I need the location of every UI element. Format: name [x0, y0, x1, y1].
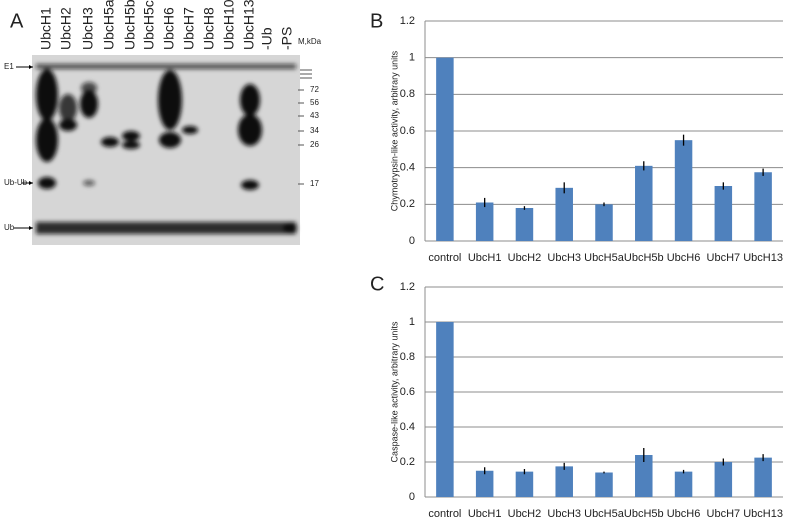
- x-tick-label: UbcH2: [508, 508, 542, 517]
- bar: [754, 172, 772, 241]
- bar: [674, 471, 693, 497]
- y-tick-label: 1.2: [400, 281, 415, 293]
- x-tick-label: UbcH6: [667, 252, 701, 264]
- panel-label: A: [10, 10, 24, 32]
- bar: [714, 462, 733, 497]
- bar: [475, 202, 494, 241]
- marker-label: 72: [310, 85, 319, 94]
- lane-label: UbcH5c: [141, 0, 157, 50]
- y-tick-label: 0.4: [400, 162, 415, 174]
- lane-label: UbcH2: [58, 7, 74, 50]
- bar: [714, 186, 733, 241]
- y-tick-label: 0.8: [400, 351, 415, 363]
- bar: [595, 472, 613, 497]
- lane-label: UbcH6: [161, 7, 177, 50]
- marker-label: 34: [310, 126, 319, 135]
- x-tick-label: UbcH5b: [624, 252, 664, 264]
- bar: [515, 208, 534, 241]
- y-tick-label: 1.2: [400, 15, 415, 27]
- marker-label: 17: [310, 179, 319, 188]
- lane-label: -Ub: [259, 27, 275, 50]
- x-tick-label: control: [428, 252, 461, 264]
- x-tick-label: UbcH2: [508, 252, 542, 264]
- bar: [515, 471, 534, 497]
- bar: [555, 466, 573, 497]
- x-tick-label: UbcH5a: [584, 508, 625, 517]
- marker-label: 56: [310, 98, 319, 107]
- x-tick-label: UbcH6: [667, 508, 701, 517]
- marker-label: 26: [310, 140, 319, 149]
- band-label: E1: [4, 62, 14, 71]
- x-tick-label: UbcH7: [707, 508, 741, 517]
- lane-label: UbcH1: [38, 7, 54, 50]
- bar: [475, 470, 494, 497]
- blot-image: [14, 55, 312, 245]
- x-tick-label: UbcH1: [468, 508, 502, 517]
- y-tick-label: 0.2: [400, 198, 415, 210]
- bar: [436, 322, 454, 497]
- y-tick-label: 0.6: [400, 386, 415, 398]
- bar: [674, 140, 693, 241]
- x-tick-label: UbcH3: [547, 252, 581, 264]
- x-tick-label: UbcH7: [707, 252, 741, 264]
- lane-label: UbcH8: [201, 7, 217, 50]
- marker-label: 43: [310, 111, 319, 120]
- lane-label: UbcH7: [181, 7, 197, 50]
- y-tick-label: 1: [409, 52, 415, 64]
- y-axis-label: Chymotrypsin-like activity, arbitrary un…: [389, 50, 399, 211]
- lane-label: UbcH5a: [101, 0, 117, 50]
- x-tick-label: UbcH5a: [584, 252, 625, 264]
- bar: [436, 57, 454, 241]
- x-tick-label: control: [428, 508, 461, 517]
- bar: [555, 187, 573, 241]
- y-tick-label: 0.8: [400, 88, 415, 100]
- lane-label: UbcH3: [80, 7, 96, 50]
- bar: [754, 457, 772, 497]
- x-tick-label: UbcH13: [743, 508, 783, 517]
- y-tick-label: 0.4: [400, 421, 415, 433]
- y-tick-label: 0: [409, 235, 415, 247]
- y-axis-label: Caspase-like activity, arbitrary units: [389, 321, 399, 462]
- band-label: Ub: [4, 223, 15, 232]
- marker-unit: M,kDa: [298, 37, 322, 46]
- bar: [595, 204, 613, 241]
- x-tick-label: UbcH5b: [624, 508, 664, 517]
- y-tick-label: 0.6: [400, 125, 415, 137]
- panel-label: B: [370, 10, 383, 32]
- bar: [635, 455, 653, 497]
- y-tick-label: 0.2: [400, 456, 415, 468]
- x-tick-label: UbcH13: [743, 252, 783, 264]
- lane-label: -PS: [279, 27, 295, 50]
- x-tick-label: UbcH3: [547, 508, 581, 517]
- panel-label: C: [370, 273, 384, 295]
- lane-label: UbcH10: [221, 0, 237, 50]
- y-tick-label: 1: [409, 316, 415, 328]
- band-label: Ub-Ub: [4, 178, 28, 187]
- lane-label: UbcH13: [241, 0, 257, 50]
- bar: [635, 165, 653, 241]
- y-tick-label: 0: [409, 491, 415, 503]
- lane-label: UbcH5b: [122, 0, 138, 50]
- x-tick-label: UbcH1: [468, 252, 502, 264]
